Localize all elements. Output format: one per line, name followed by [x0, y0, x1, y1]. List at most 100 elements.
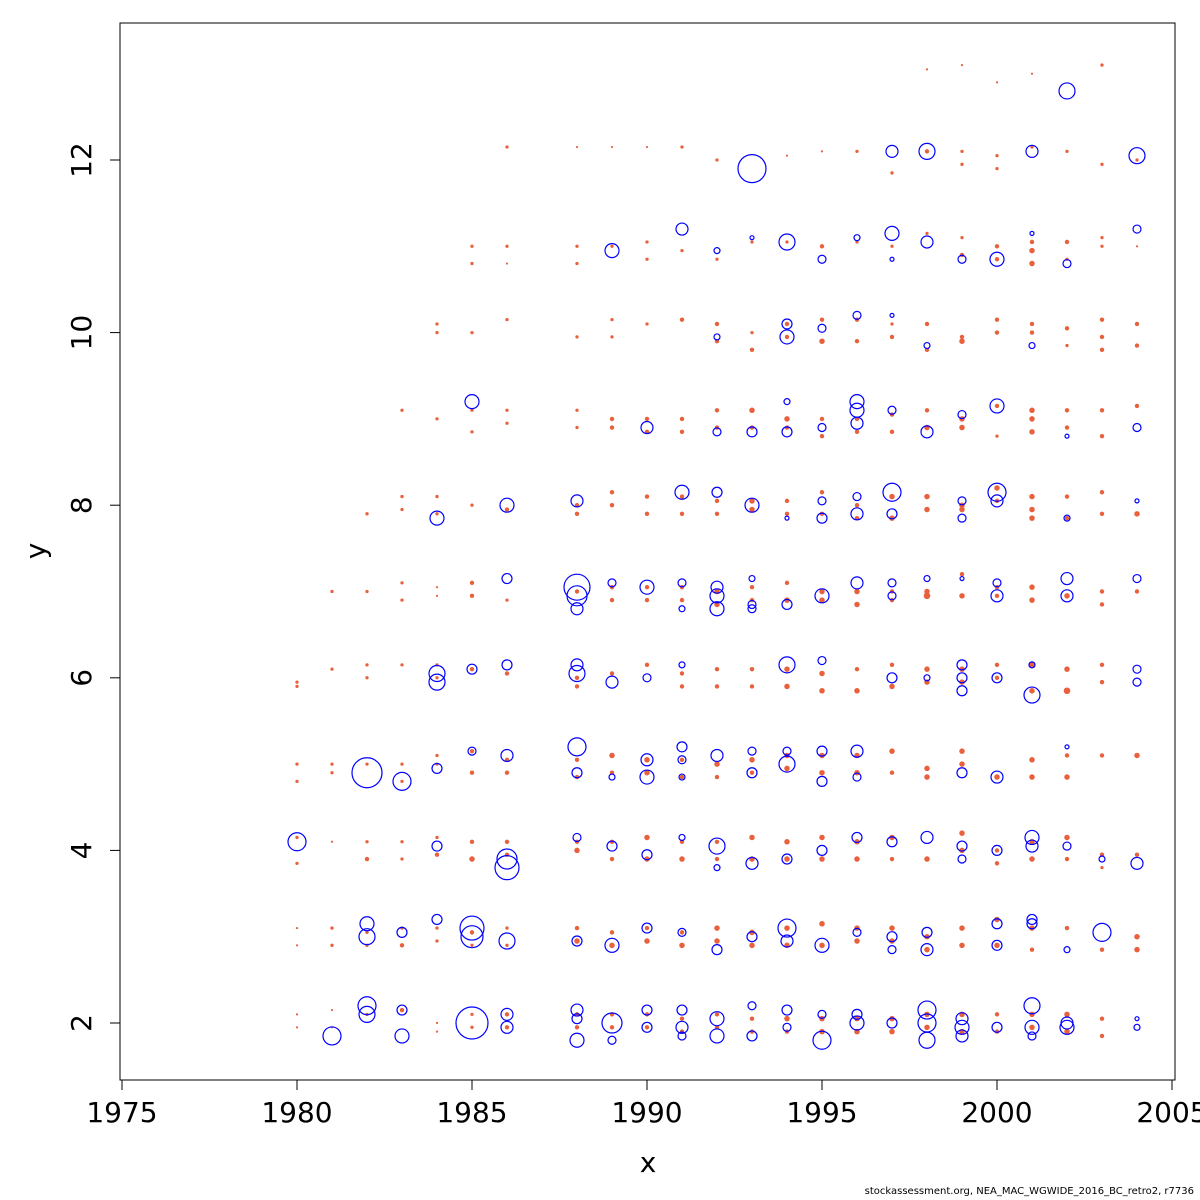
observed-point [995, 166, 999, 171]
observed-point [645, 145, 649, 149]
predicted-point [956, 659, 968, 671]
observed-point [469, 770, 475, 775]
observed-point [819, 687, 825, 694]
observed-point [435, 322, 439, 326]
predicted-point [359, 916, 375, 932]
predicted-point [954, 1019, 970, 1035]
observed-point [1029, 1024, 1035, 1031]
observed-point [924, 933, 930, 940]
observed-point [295, 1026, 299, 1029]
observed-point [505, 421, 509, 425]
observed-point [679, 1016, 685, 1021]
observed-point [714, 938, 720, 944]
predicted-point [1062, 258, 1072, 269]
observed-point [819, 433, 825, 439]
observed-point [1064, 1011, 1070, 1018]
observed-point [295, 861, 299, 865]
predicted-point [851, 831, 863, 844]
predicted-point [709, 1028, 725, 1044]
observed-point [1064, 834, 1070, 841]
observed-point [924, 149, 930, 154]
observed-point [644, 856, 650, 862]
observed-point [644, 511, 650, 517]
observed-point [854, 856, 860, 862]
observed-point [469, 748, 475, 754]
predicted-point [1025, 839, 1039, 853]
observed-point [1064, 1028, 1070, 1035]
observed-point [1134, 321, 1140, 327]
predicted-point [923, 674, 931, 682]
predicted-point [852, 927, 862, 937]
observed-point [435, 835, 439, 840]
observed-point [435, 926, 439, 930]
observed-point [469, 593, 475, 599]
predicted-point [678, 833, 686, 842]
observed-point [1134, 933, 1140, 940]
observed-point [819, 942, 825, 949]
observed-point [435, 330, 439, 335]
predicted-point [917, 1000, 937, 1020]
observed-point [1099, 1016, 1105, 1021]
observed-point [504, 1012, 510, 1017]
predicted-point [1130, 856, 1144, 870]
observed-point [1029, 429, 1035, 435]
observed-point [1100, 244, 1104, 248]
predicted-point [1064, 433, 1070, 439]
observed-point [889, 770, 895, 775]
observed-point [749, 684, 755, 689]
observed-point [469, 930, 475, 935]
observed-point [1065, 149, 1069, 154]
predicted-point [605, 675, 619, 689]
predicted-point [357, 996, 377, 1016]
observed-point [435, 512, 439, 516]
predicted-point [431, 762, 443, 775]
observed-point [609, 490, 615, 495]
predicted-point [1098, 855, 1106, 863]
observed-point [1134, 589, 1140, 594]
predicted-point [569, 1032, 585, 1048]
predicted-point [850, 744, 864, 758]
observed-point [1134, 852, 1140, 857]
predicted-point [991, 844, 1003, 857]
predicted-point [455, 1006, 489, 1040]
observed-point [400, 507, 404, 512]
predicted-point [570, 658, 584, 672]
predicted-point [1029, 230, 1035, 236]
predicted-point [920, 943, 934, 957]
predicted-point [709, 588, 725, 604]
observed-point [749, 757, 755, 763]
predicted-point [392, 771, 412, 791]
predicted-point [358, 1005, 376, 1023]
predicted-point [467, 746, 477, 756]
observed-point [400, 663, 404, 667]
observed-point [610, 244, 614, 248]
observed-point [679, 597, 685, 603]
predicted-point [816, 512, 828, 524]
observed-point [679, 416, 685, 422]
predicted-point [816, 775, 828, 787]
observed-point [994, 774, 1000, 780]
observed-point [819, 752, 825, 759]
predicted-point [778, 656, 796, 674]
observed-point [470, 1012, 474, 1017]
observed-point [714, 498, 720, 504]
predicted-point [1024, 1019, 1040, 1035]
predicted-point [675, 1020, 689, 1034]
observed-point [959, 666, 965, 672]
observed-point [784, 416, 790, 422]
predicted-point [677, 578, 687, 588]
observed-point [819, 834, 825, 841]
predicted-point [744, 497, 760, 513]
predicted-point [570, 494, 584, 508]
predicted-point [641, 922, 653, 934]
y-tick-label: 8 [65, 496, 98, 514]
observed-point [575, 244, 579, 248]
observed-point [295, 680, 299, 684]
observed-point [645, 322, 649, 326]
observed-point [714, 1025, 720, 1030]
observed-point [1029, 515, 1035, 521]
predicted-point [641, 1021, 653, 1033]
predicted-point [852, 772, 862, 782]
observed-point [679, 774, 685, 780]
predicted-point [956, 840, 968, 852]
